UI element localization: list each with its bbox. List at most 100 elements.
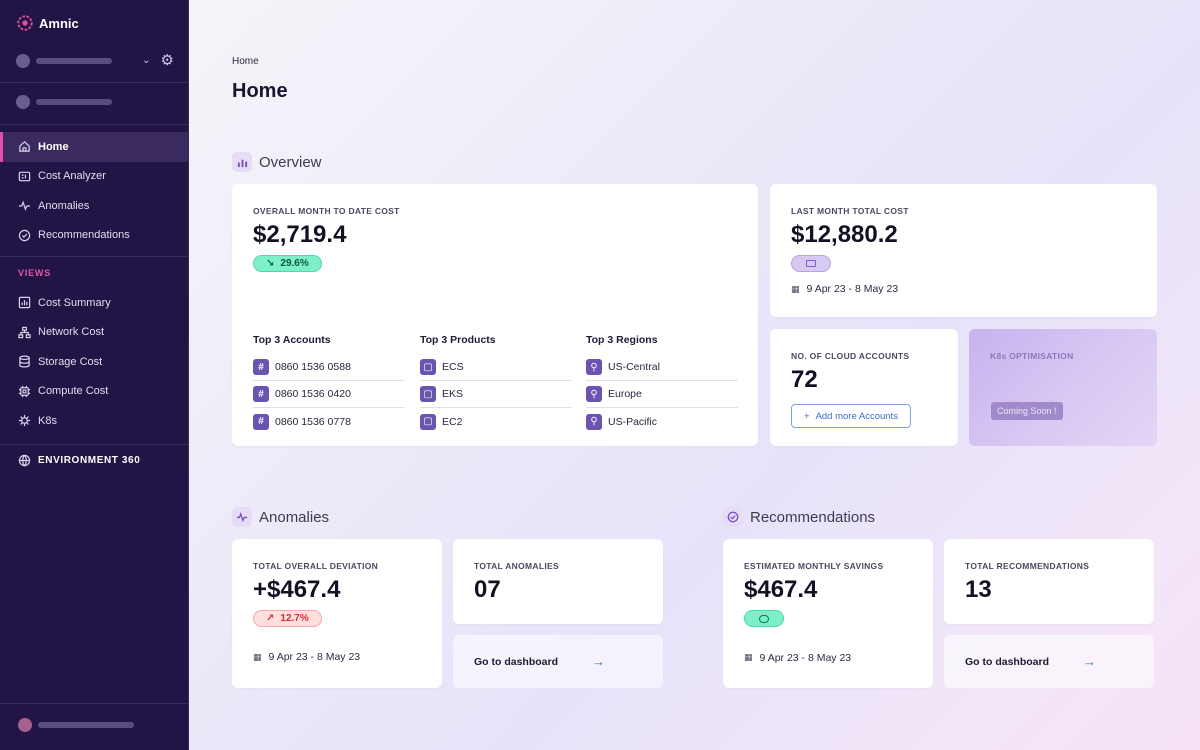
workspace-selector[interactable]: ⌄ ⚙ [16,53,174,68]
mtd-cost-value: $2,719.4 [253,221,347,248]
section-title-text: Anomalies [259,508,330,526]
sidebar-item-environment-360[interactable]: ENVIRONMENT 360 [18,454,140,467]
sidebar-item-recommendations[interactable]: Recommendations [0,221,188,251]
sidebar-item-home[interactable]: Home [0,132,188,162]
account-id: 0860 1536 0420 [275,388,351,400]
pulse-icon [18,199,31,212]
list-item[interactable]: ▢ EKS [420,381,572,408]
deviation-label: TOTAL OVERALL DEVIATION [253,561,379,571]
mtd-change-value: 29.6% [280,258,309,269]
sidebar-item-label: ENVIRONMENT 360 [38,455,141,466]
cube-icon: ▢ [420,413,436,430]
total-anomalies-label: TOTAL ANOMALIES [474,561,559,571]
recommendations-dashboard-link[interactable]: Go to dashboard → [944,635,1154,688]
sidebar-item-storage-cost[interactable]: Storage Cost [0,347,188,377]
list-item[interactable]: ⚲ US-Central [586,354,738,381]
mtd-cost-label: OVERALL MONTH TO DATE COST [253,206,400,216]
top-accounts-heading: Top 3 Accounts [253,334,331,346]
breadcrumb[interactable]: Home [232,56,259,67]
cloud-accounts-value: 72 [791,366,818,393]
pulse-icon [232,507,252,527]
total-recommendations-value: 13 [965,576,992,603]
savings-badge [744,610,784,627]
list-item[interactable]: ▢ EC2 [420,408,572,435]
sidebar-item-network-cost[interactable]: Network Cost [0,318,188,348]
savings-date-range: ▦ 9 Apr 23 - 8 May 23 [744,652,883,664]
plus-icon: + [804,410,810,422]
user-profile[interactable] [18,718,134,732]
last-month-date-range: ▦ 9 Apr 23 - 8 May 23 [791,283,909,295]
cube-icon: ▢ [420,359,436,375]
user-name-placeholder [38,722,134,728]
section-title-text: Overview [259,153,322,171]
total-anomalies-card: TOTAL ANOMALIES 07 [453,539,663,624]
section-title-text: Recommendations [750,508,876,526]
list-item[interactable]: ⚲ US-Pacific [586,408,738,435]
sidebar-item-label: Recommendations [38,229,130,242]
arrow-right-icon: → [1083,654,1096,669]
trend-up-icon: ↗ [266,613,275,624]
sidebar-divider [0,703,188,704]
location-pin-icon: ⚲ [586,413,602,430]
sidebar-item-cost-summary[interactable]: Cost Summary [0,288,188,318]
list-item[interactable]: #0860 1536 0420 [253,381,405,408]
views-section-label: VIEWS [18,268,52,278]
cube-icon: ▢ [420,386,436,402]
deviation-date-range: ▦ 9 Apr 23 - 8 May 23 [253,651,378,663]
date-range-text: 9 Apr 23 - 8 May 23 [759,651,852,664]
cost-analyzer-icon [18,170,31,183]
list-item[interactable]: #0860 1536 0588 [253,354,405,381]
project-selector[interactable] [16,95,174,109]
sidebar-item-label: Compute Cost [38,385,109,398]
list-item[interactable]: ⚲ Europe [586,381,738,408]
brand-name: Amnic [39,15,79,31]
network-icon [18,326,31,339]
total-anomalies-value: 07 [474,576,501,603]
list-item[interactable]: ▢ ECS [420,354,572,381]
page-title: Home [232,80,288,102]
last-month-cost-card: LAST MONTH TOTAL COST $12,880.2 ▦ 9 Apr … [770,184,1157,317]
hash-icon: # [253,413,269,430]
monthly-savings-card: ESTIMATED MONTHLY SAVINGS $467.4 ▦ 9 Apr… [723,539,933,688]
calendar-icon: ▦ [744,652,753,662]
home-icon [18,140,31,153]
product-name: EKS [442,388,464,400]
sidebar-item-label: Network Cost [38,326,105,339]
piggy-bank-icon [759,614,769,623]
calendar-icon: ▦ [253,651,262,662]
k8s-optimisation-label: K8s OPTIMISATION [990,351,1074,361]
add-accounts-button[interactable]: + Add more Accounts [791,404,911,428]
deviation-value: +$467.4 [253,576,341,603]
gear-icon[interactable]: ⚙ [160,52,174,69]
bar-chart-icon [232,152,252,172]
total-recommendations-card: TOTAL RECOMMENDATIONS 13 [944,539,1154,624]
chart-icon [18,296,31,309]
total-recommendations-label: TOTAL RECOMMENDATIONS [965,561,1090,571]
location-pin-icon: ⚲ [586,359,602,375]
top-regions-list: Top 3 Regions ⚲ US-Central ⚲ Europe ⚲ US-Pa… [586,334,738,435]
list-item[interactable]: #0860 1536 0778 [253,408,405,435]
main-content: Home Home Overview OVERALL MONTH TO DATE… [189,0,1200,750]
chevron-down-icon[interactable]: ⌄ [142,55,151,66]
sidebar-item-label: K8s [38,414,57,427]
sidebar: Amnic ⌄ ⚙ Home Cost Analyzer Anom [0,0,189,750]
sidebar-item-compute-cost[interactable]: Compute Cost [0,377,188,407]
sidebar-item-label: Storage Cost [38,355,103,368]
sidebar-item-cost-analyzer[interactable]: Cost Analyzer [0,162,188,192]
last-month-label: LAST MONTH TOTAL COST [791,206,909,216]
deviation-change-value: 12.7% [280,613,309,624]
sidebar-divider [0,82,188,83]
last-month-badge [791,255,831,272]
wallet-icon [806,260,816,267]
sidebar-item-k8s[interactable]: K8s [0,406,188,436]
brand[interactable]: Amnic [16,14,79,32]
top-products-heading: Top 3 Products [420,334,496,346]
mtd-change-badge: ↘ 29.6% [253,255,322,272]
trend-down-icon: ↘ [266,258,275,269]
views-nav: Cost Summary Network Cost Storage Cost C… [0,288,188,436]
sidebar-item-anomalies[interactable]: Anomalies [0,191,188,221]
cpu-icon [18,385,31,398]
database-icon [18,355,31,368]
anomalies-dashboard-link[interactable]: Go to dashboard → [453,635,663,688]
total-deviation-card: TOTAL OVERALL DEVIATION +$467.4 ↗ 12.7% … [232,539,442,688]
